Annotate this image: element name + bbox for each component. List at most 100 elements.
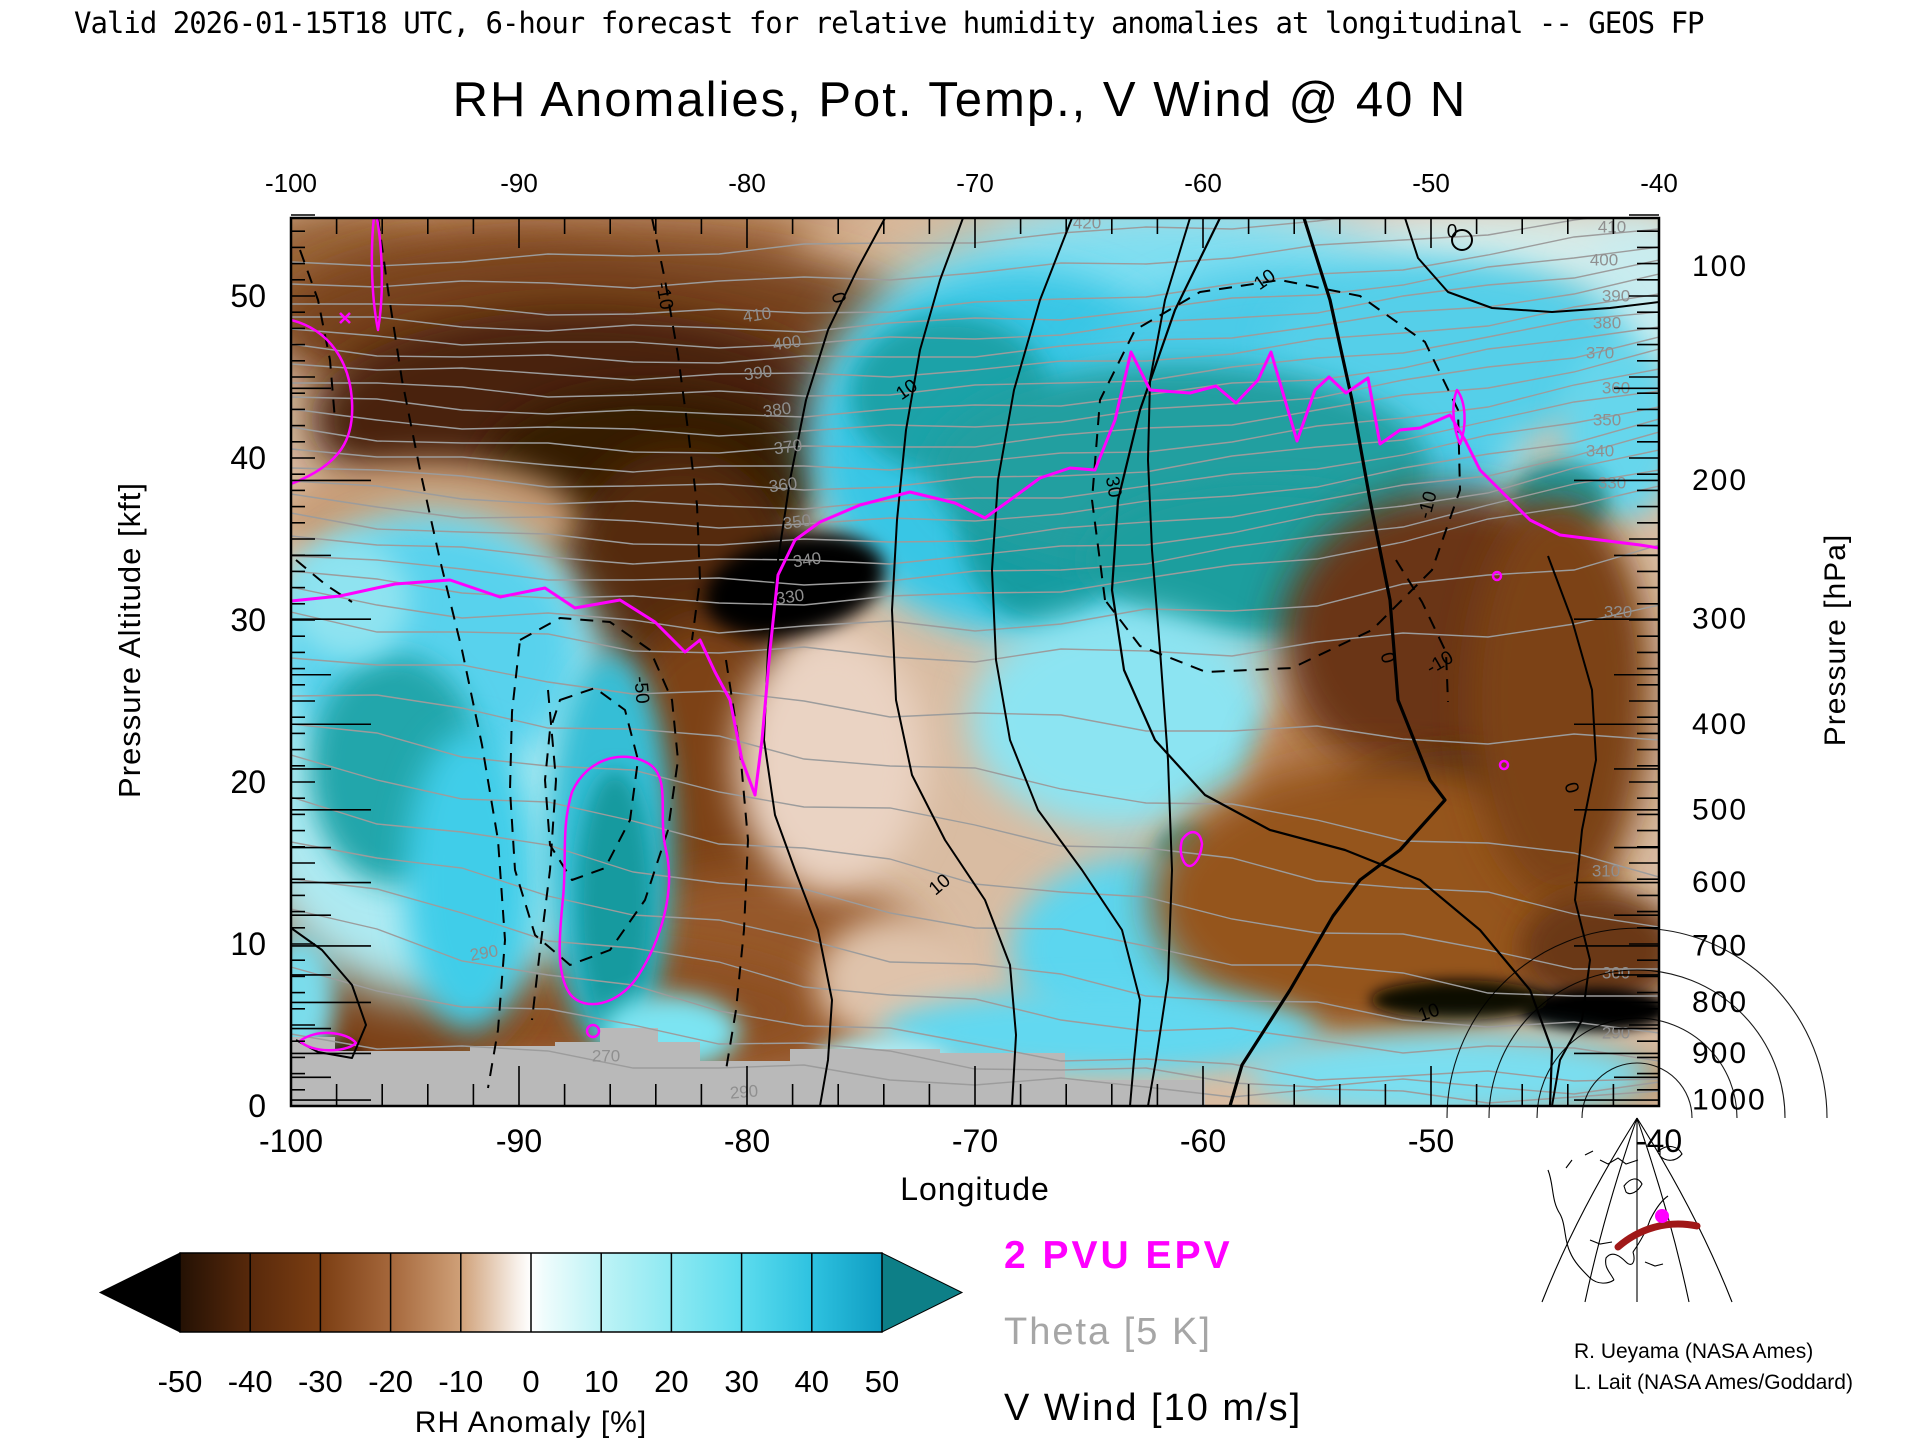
svg-text:360: 360 [768,474,799,497]
svg-text:-100: -100 [259,1123,323,1159]
svg-text:370: 370 [1586,344,1614,363]
colorbar: -50 -40 -30 -20 -10 0 10 20 30 40 50 RH Anomaly [%] [98,1252,964,1439]
svg-text:330: 330 [775,586,806,609]
colorbar-over-arrow [881,1252,964,1333]
svg-text:10: 10 [584,1364,618,1399]
svg-text:600: 600 [1692,866,1748,899]
cross-section-track [1614,1220,1701,1251]
legend-epv: 2 PVU EPV [1004,1234,1233,1277]
svg-text:370: 370 [773,436,804,459]
svg-text:340: 340 [1586,442,1614,461]
svg-text:-70: -70 [952,1123,998,1159]
svg-text:0: 0 [522,1364,539,1399]
svg-text:-20: -20 [368,1364,413,1399]
svg-text:-30: -30 [298,1364,343,1399]
vwind-contours-dashed [295,218,1461,1089]
svg-text:40: 40 [230,440,266,476]
credits: R. Ueyama (NASA Ames) L. Lait (NASA Ames… [1574,1336,1853,1398]
svg-text:30: 30 [230,602,266,638]
coastline [1605,1251,1635,1281]
svg-text:0: 0 [1447,222,1458,243]
svg-text:500: 500 [1692,793,1748,826]
svg-text:300: 300 [1602,964,1630,983]
svg-text:0: 0 [1559,780,1582,796]
contour-legend: 2 PVU EPV Theta [5 K] V Wind [10 m/s] [1004,1218,1302,1440]
svg-text:700: 700 [1692,929,1748,962]
svg-text:0: 0 [826,290,849,306]
svg-text:-60: -60 [1184,168,1222,198]
y-right-title: Pressure [hPa] [1819,534,1852,746]
svg-text:900: 900 [1692,1037,1748,1070]
svg-text:-40: -40 [228,1364,273,1399]
svg-text:0: 0 [248,1088,266,1124]
svg-text:-50: -50 [629,675,652,704]
plot-title: RH Anomalies, Pot. Temp., V Wind @ 40 N [452,73,1468,127]
coastline [1589,1239,1613,1245]
svg-text:410: 410 [1598,218,1626,237]
svg-text:400: 400 [1692,708,1748,741]
svg-text:380: 380 [762,399,793,422]
credit-line-1: R. Ueyama (NASA Ames) [1574,1340,1814,1363]
credit-line-2: L. Lait (NASA Ames/Goddard) [1574,1371,1853,1394]
legend-vwind: V Wind [10 m/s] [1004,1387,1303,1429]
svg-text:30: 30 [1101,475,1125,499]
svg-text:-10: -10 [651,281,676,312]
coastline [1565,1150,1594,1169]
svg-text:400: 400 [772,332,803,355]
legend-theta: Theta [5 K] [1004,1311,1212,1353]
svg-text:320: 320 [1604,603,1632,622]
svg-text:390: 390 [743,362,774,385]
y-left-title: Pressure Altitude [kft] [112,482,147,798]
vwind-contours-solid [291,218,1659,1106]
svg-text:380: 380 [1593,314,1621,333]
svg-text:200: 200 [1692,464,1748,497]
inset-map [1446,927,1828,1303]
svg-text:-100: -100 [265,168,317,198]
svg-text:-80: -80 [724,1123,770,1159]
svg-text:290: 290 [1602,1024,1630,1043]
svg-text:800: 800 [1692,986,1748,1019]
svg-text:100: 100 [1692,250,1748,283]
svg-text:300: 300 [1692,603,1748,636]
location-marker [1655,1209,1669,1223]
y-right-labels: 100 200 300 400 500 600 700 800 900 1000 Pressure … [1692,250,1852,1116]
theta-contour-labels: 420 410 400 390 380 370 360 350 340 330 410 400 390 3… [468,214,1632,1103]
coastline [1547,1169,1615,1284]
validity-header: Valid 2026-01-15T18 UTC, 6-hour forecast… [74,6,1705,40]
svg-text:-50: -50 [158,1364,203,1399]
svg-text:30: 30 [724,1364,758,1399]
y-left-labels: 0 10 20 30 40 50 Pressure Altitude [kft] [112,278,266,1124]
svg-text:-90: -90 [500,168,538,198]
x-axis-labels: -100-100-90-90-80-80-70-70-60-60-50-50-4… [259,168,1682,1207]
svg-text:290: 290 [729,1081,759,1102]
epv-contours [291,218,1659,1052]
colorbar-under-arrow [98,1252,181,1333]
svg-text:330: 330 [1598,474,1626,493]
svg-text:400: 400 [1590,251,1618,270]
coastline [1623,1178,1643,1195]
svg-text:-90: -90 [496,1123,542,1159]
svg-text:50: 50 [865,1364,899,1399]
rh-anomaly-field [291,218,1659,1106]
svg-text:20: 20 [654,1364,688,1399]
svg-text:270: 270 [592,1047,620,1066]
svg-text:420: 420 [1073,214,1101,233]
svg-text:50: 50 [230,278,266,314]
coastline [1632,1195,1669,1253]
svg-text:390: 390 [1602,287,1630,306]
svg-text:10: 10 [230,926,266,962]
svg-text:-60: -60 [1180,1123,1226,1159]
coastline [1644,1261,1664,1267]
svg-text:350: 350 [1593,411,1621,430]
svg-text:340: 340 [792,549,823,572]
svg-text:-70: -70 [956,168,994,198]
coastline [1659,1145,1683,1161]
svg-text:290: 290 [468,941,499,965]
svg-text:20: 20 [230,764,266,800]
axis-ticks [290,214,1660,1106]
svg-text:310: 310 [1592,862,1620,881]
colorbar-label: RH Anomaly [%] [415,1406,647,1439]
x-axis-title: Longitude [900,1171,1050,1207]
